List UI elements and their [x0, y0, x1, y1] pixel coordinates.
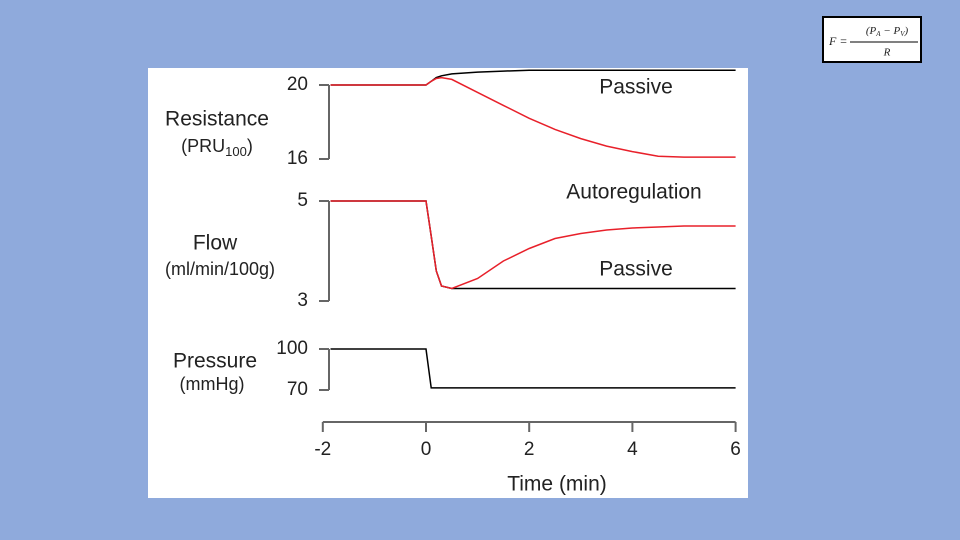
formula-lhs: F =	[828, 34, 847, 48]
x-tick-label: -2	[314, 439, 331, 460]
series-line	[330, 348, 736, 389]
y-axis-label: Pressure	[173, 350, 257, 373]
formula-denominator: R	[883, 47, 891, 59]
y-tick-label: 70	[287, 379, 308, 400]
y-tick-label: 20	[287, 74, 308, 95]
num-part: − P	[881, 25, 901, 37]
x-tick-label: 0	[421, 439, 432, 460]
y-tick-label: 3	[297, 290, 308, 311]
y-axis-unit: (mmHg)	[180, 374, 245, 394]
series-label: Autoregulation	[566, 181, 701, 204]
num-part: (P	[866, 25, 877, 37]
series-label: Passive	[599, 258, 673, 281]
unit-subscript: 100	[225, 144, 247, 159]
num-part: )	[903, 25, 908, 37]
x-axis-label: Time (min)	[507, 473, 607, 496]
series-line	[330, 200, 736, 290]
formula-box	[822, 16, 922, 63]
unit-part: (ml/min/100g)	[165, 259, 275, 279]
num-sub: V	[900, 30, 905, 38]
unit-part: (PRU	[181, 136, 225, 156]
y-tick-label: 16	[287, 148, 308, 169]
series-line	[330, 76, 736, 158]
y-axis-label: Flow	[193, 232, 238, 255]
unit-part: (mmHg)	[180, 374, 245, 394]
x-tick-label: 4	[627, 439, 638, 460]
x-tick-label: 6	[730, 439, 741, 460]
num-sub: A	[875, 30, 881, 38]
unit-part: )	[247, 136, 253, 156]
x-tick-label: 2	[524, 439, 535, 460]
y-tick-label: 100	[276, 338, 308, 359]
y-axis-unit: (ml/min/100g)	[165, 259, 275, 279]
formula-numerator: (PA − PV)	[866, 25, 909, 38]
y-axis-unit: (PRU100)	[181, 136, 253, 160]
y-axis-label: Resistance	[165, 108, 269, 131]
y-tick-label: 5	[297, 190, 308, 211]
series-label: Passive	[599, 76, 673, 99]
chart-image	[148, 68, 748, 498]
